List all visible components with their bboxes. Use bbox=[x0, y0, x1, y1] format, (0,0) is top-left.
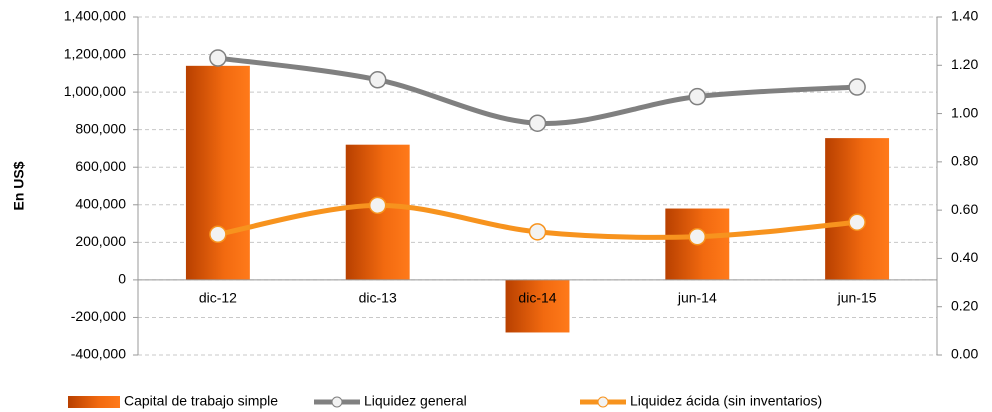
y2-tick-label: 0.40 bbox=[951, 249, 978, 265]
y-tick-label: 0 bbox=[118, 271, 126, 287]
legend-label: Liquidez general bbox=[364, 393, 467, 409]
y-tick-label: 800,000 bbox=[75, 120, 126, 136]
marker bbox=[848, 78, 866, 96]
y-tick-label: -200,000 bbox=[71, 308, 126, 324]
bar bbox=[825, 138, 890, 280]
y2-tick-label: 0.00 bbox=[951, 346, 978, 362]
y2-tick-label: 1.20 bbox=[951, 56, 978, 72]
y-axis-label: En US$ bbox=[11, 161, 27, 210]
bar bbox=[505, 279, 570, 333]
y2-tick-label: 1.00 bbox=[951, 104, 978, 120]
y2-tick-label: 0.60 bbox=[951, 201, 978, 217]
y-tick-label: 1,200,000 bbox=[64, 45, 126, 61]
marker bbox=[688, 227, 707, 246]
legend-label: Capital de trabajo simple bbox=[124, 393, 278, 409]
marker bbox=[848, 213, 866, 231]
legend-swatch bbox=[68, 396, 120, 408]
y-tick-label: 1,400,000 bbox=[64, 8, 126, 24]
legend-marker bbox=[331, 396, 343, 408]
legend-label: Liquidez ácida (sin inventarios) bbox=[630, 393, 822, 409]
y-tick-label: 200,000 bbox=[75, 233, 126, 249]
x-tick-label: jun-14 bbox=[677, 290, 717, 306]
x-tick-label: dic-12 bbox=[199, 290, 237, 306]
marker bbox=[528, 223, 547, 241]
marker bbox=[209, 225, 227, 244]
y-tick-label: 1,000,000 bbox=[64, 83, 126, 99]
marker bbox=[688, 87, 707, 106]
marker bbox=[368, 71, 387, 89]
y2-tick-label: 0.80 bbox=[951, 153, 978, 169]
y-tick-label: -400,000 bbox=[71, 346, 126, 362]
y-tick-label: 600,000 bbox=[75, 158, 126, 174]
bar bbox=[185, 65, 250, 280]
x-tick-label: dic-14 bbox=[518, 290, 556, 306]
x-tick-label: dic-13 bbox=[359, 290, 397, 306]
legend-marker bbox=[597, 396, 609, 408]
marker bbox=[209, 49, 227, 67]
y-tick-label: 400,000 bbox=[75, 195, 126, 211]
y2-tick-label: 0.20 bbox=[951, 297, 978, 313]
marker bbox=[368, 196, 387, 215]
marker bbox=[528, 114, 547, 132]
x-tick-label: jun-15 bbox=[837, 290, 877, 306]
line bbox=[217, 55, 858, 126]
y2-tick-label: 1.40 bbox=[951, 8, 978, 24]
